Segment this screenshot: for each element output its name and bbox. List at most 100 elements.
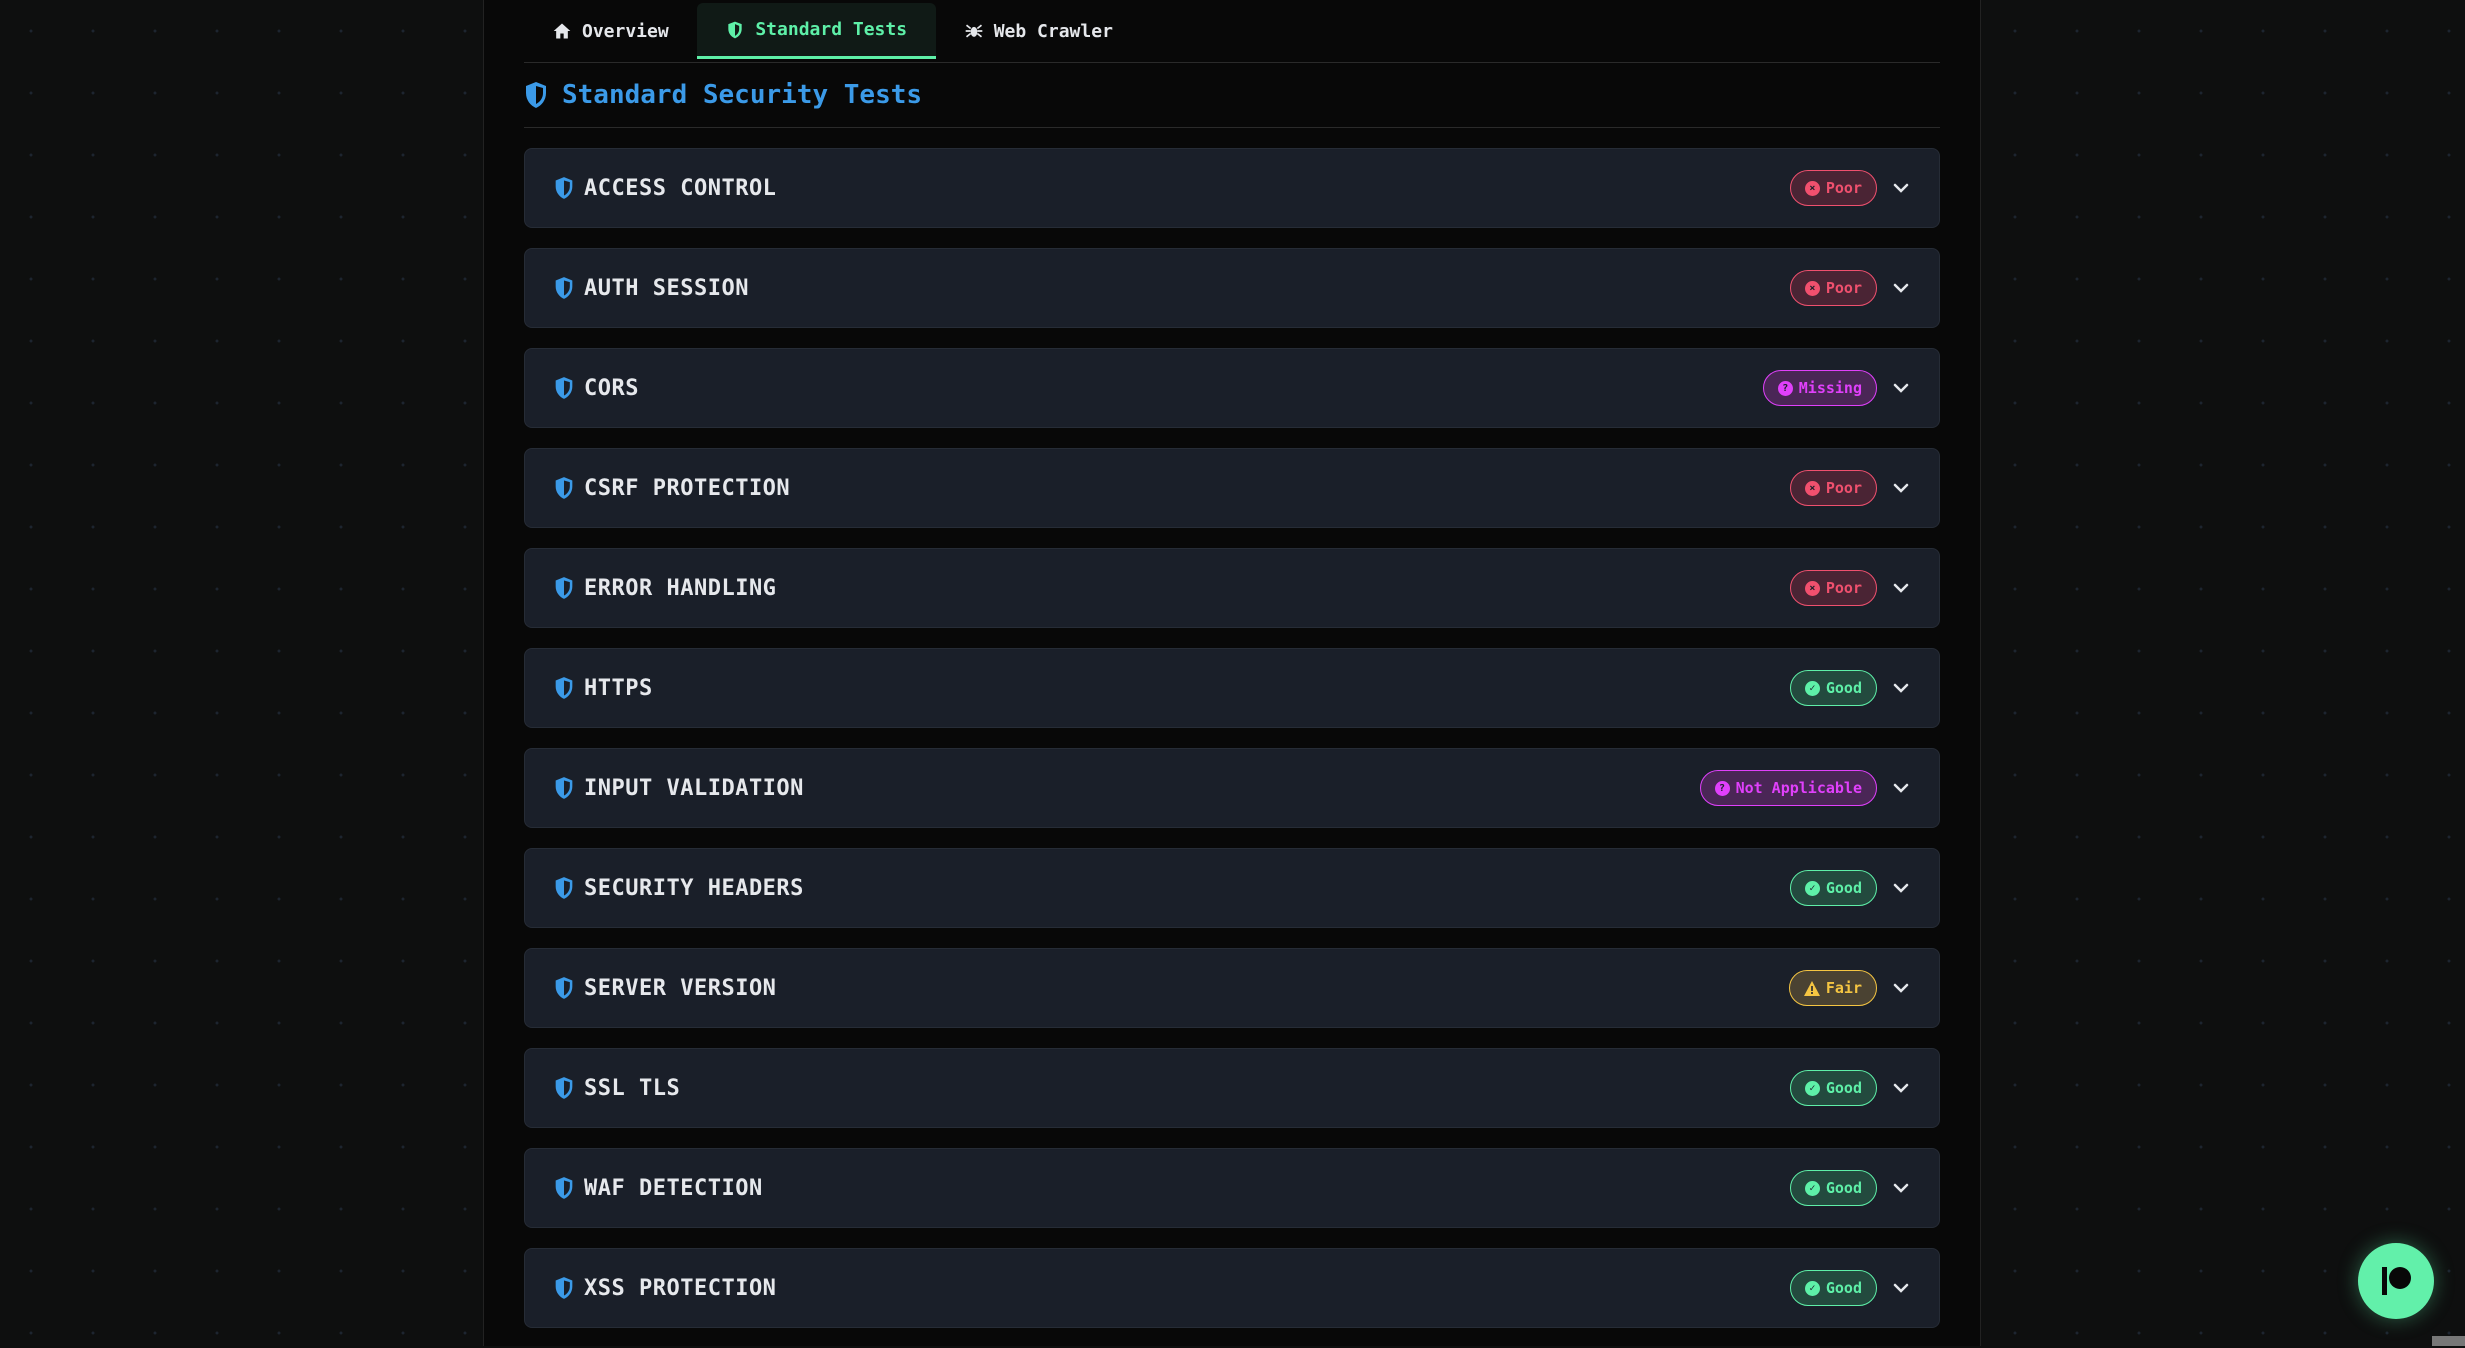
test-name: XSS PROTECTION	[584, 1275, 777, 1301]
test-name: CSRF PROTECTION	[584, 475, 791, 501]
shield-icon	[555, 777, 573, 799]
test-card[interactable]: AUTH SESSION × Poor	[524, 248, 1940, 328]
test-card[interactable]: HTTPS ✓ Good	[524, 648, 1940, 728]
test-name: ACCESS CONTROL	[584, 175, 777, 201]
patreon-icon	[2382, 1267, 2411, 1295]
shield-icon	[555, 1077, 573, 1099]
status-label: Poor	[1825, 579, 1862, 597]
test-card[interactable]: SSL TLS ✓ Good	[524, 1048, 1940, 1128]
status-badge-poor: × Poor	[1789, 570, 1877, 606]
status-label: Poor	[1825, 279, 1862, 297]
tab-bar: Overview Standard Tests Web Crawler	[524, 0, 1940, 63]
tab-standard-tests[interactable]: Standard Tests	[696, 3, 936, 59]
question-circle-icon: ?	[1714, 780, 1730, 796]
test-card[interactable]: WAF DETECTION ✓ Good	[524, 1148, 1940, 1228]
chevron-down-icon[interactable]	[1891, 778, 1911, 798]
status-label: Good	[1825, 1179, 1862, 1197]
chevron-down-icon[interactable]	[1891, 478, 1911, 498]
chevron-down-icon[interactable]	[1891, 978, 1911, 998]
status-label: Good	[1825, 879, 1862, 897]
chevron-down-icon[interactable]	[1891, 678, 1911, 698]
test-card[interactable]: ACCESS CONTROL × Poor	[524, 148, 1940, 228]
spider-icon	[965, 24, 983, 38]
scrollbar-corner	[2432, 1336, 2465, 1346]
x-circle-icon: ×	[1804, 580, 1820, 596]
shield-icon	[728, 21, 743, 38]
status-badge-not-applicable: ? Not Applicable	[1699, 770, 1877, 806]
status-badge-good: ✓ Good	[1789, 670, 1877, 706]
shield-icon	[555, 877, 573, 899]
shield-icon	[555, 377, 573, 399]
tab-label: Standard Tests	[755, 19, 908, 40]
chevron-down-icon[interactable]	[1891, 378, 1911, 398]
status-badge-good: ✓ Good	[1789, 1270, 1877, 1306]
shield-icon	[526, 81, 546, 108]
status-badge-good: ✓ Good	[1789, 870, 1877, 906]
warning-icon	[1803, 980, 1820, 996]
test-name: ERROR HANDLING	[584, 575, 777, 601]
test-list: ACCESS CONTROL × Poor AUTH SESSION × Poo…	[524, 148, 1940, 1348]
test-name: HTTPS	[584, 675, 653, 701]
chevron-down-icon[interactable]	[1891, 178, 1911, 198]
chevron-down-icon[interactable]	[1891, 1178, 1911, 1198]
x-circle-icon: ×	[1804, 480, 1820, 496]
home-icon	[553, 23, 571, 39]
test-name: SECURITY HEADERS	[584, 875, 804, 901]
shield-icon	[555, 1277, 573, 1299]
check-circle-icon: ✓	[1804, 680, 1820, 696]
status-badge-good: ✓ Good	[1789, 1070, 1877, 1106]
shield-icon	[555, 977, 573, 999]
section-header: Standard Security Tests	[524, 62, 1940, 128]
test-name: CORS	[584, 375, 639, 401]
test-name: INPUT VALIDATION	[584, 775, 804, 801]
status-label: Good	[1825, 1279, 1862, 1297]
tab-label: Web Crawler	[993, 20, 1113, 42]
status-label: Good	[1825, 679, 1862, 697]
chevron-down-icon[interactable]	[1891, 878, 1911, 898]
test-card[interactable]: XSS PROTECTION ✓ Good	[524, 1248, 1940, 1328]
status-badge-fair: Fair	[1788, 970, 1877, 1006]
chevron-down-icon[interactable]	[1891, 1078, 1911, 1098]
status-badge-poor: × Poor	[1789, 470, 1877, 506]
test-card[interactable]: SERVER VERSION Fair	[524, 948, 1940, 1028]
x-circle-icon: ×	[1804, 280, 1820, 296]
x-circle-icon: ×	[1804, 180, 1820, 196]
check-circle-icon: ✓	[1804, 880, 1820, 896]
test-card[interactable]: SECURITY HEADERS ✓ Good	[524, 848, 1940, 928]
chevron-down-icon[interactable]	[1891, 278, 1911, 298]
shield-icon	[555, 477, 573, 499]
test-name: AUTH SESSION	[584, 275, 749, 301]
status-badge-missing: ? Missing	[1762, 370, 1877, 406]
chevron-down-icon[interactable]	[1891, 578, 1911, 598]
test-card[interactable]: ERROR HANDLING × Poor	[524, 548, 1940, 628]
test-card[interactable]: INPUT VALIDATION ? Not Applicable	[524, 748, 1940, 828]
test-name: SERVER VERSION	[584, 975, 777, 1001]
main-container: Overview Standard Tests Web Crawler Stan…	[483, 0, 1981, 1346]
check-circle-icon: ✓	[1804, 1280, 1820, 1296]
question-circle-icon: ?	[1777, 380, 1793, 396]
shield-icon	[555, 677, 573, 699]
test-name: SSL TLS	[584, 1075, 681, 1101]
patreon-button[interactable]	[2358, 1243, 2434, 1319]
status-label: Good	[1825, 1079, 1862, 1097]
tab-label: Overview	[582, 20, 669, 42]
shield-icon	[555, 1177, 573, 1199]
test-card[interactable]: CORS ? Missing	[524, 348, 1940, 428]
shield-icon	[555, 577, 573, 599]
status-label: Poor	[1825, 179, 1862, 197]
status-label: Missing	[1798, 379, 1862, 397]
tab-web-crawler[interactable]: Web Crawler	[936, 3, 1141, 59]
status-label: Not Applicable	[1735, 779, 1862, 797]
check-circle-icon: ✓	[1804, 1180, 1820, 1196]
status-label: Poor	[1825, 479, 1862, 497]
shield-icon	[555, 177, 573, 199]
test-card[interactable]: CSRF PROTECTION × Poor	[524, 448, 1940, 528]
tab-overview[interactable]: Overview	[524, 3, 697, 59]
shield-icon	[555, 277, 573, 299]
status-badge-good: ✓ Good	[1789, 1170, 1877, 1206]
test-name: WAF DETECTION	[584, 1175, 763, 1201]
check-circle-icon: ✓	[1804, 1080, 1820, 1096]
chevron-down-icon[interactable]	[1891, 1278, 1911, 1298]
status-badge-poor: × Poor	[1789, 270, 1877, 306]
page-title: Standard Security Tests	[562, 79, 923, 110]
